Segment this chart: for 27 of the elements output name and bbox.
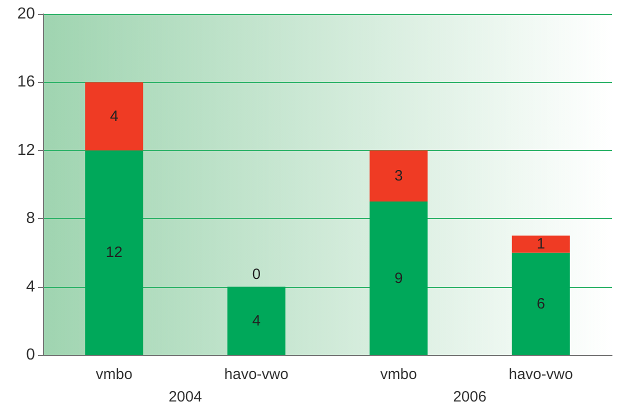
data-label: 3 bbox=[394, 167, 403, 184]
bar bbox=[85, 82, 144, 150]
data-label: 0 bbox=[252, 266, 261, 283]
y-tick-label: 20 bbox=[17, 6, 36, 22]
bar bbox=[85, 150, 144, 355]
y-tick-label: 0 bbox=[26, 346, 36, 364]
x-tick-label: vmbo bbox=[96, 366, 132, 383]
x-tick-label: havo-vwo bbox=[224, 366, 288, 383]
data-label: 4 bbox=[110, 108, 118, 125]
text: 2006 bbox=[453, 388, 486, 406]
data-label: 12 bbox=[106, 244, 122, 262]
bar bbox=[512, 236, 570, 253]
x-tick-label: havo-vwo bbox=[508, 366, 573, 383]
data-label: 9 bbox=[394, 270, 403, 287]
data-label: 6 bbox=[536, 295, 546, 312]
bar bbox=[512, 252, 570, 355]
text: 2004 bbox=[168, 388, 202, 406]
y-tick-label: 16 bbox=[17, 74, 36, 91]
data-label: 4 bbox=[252, 312, 261, 330]
bar bbox=[370, 202, 428, 355]
data-label: 1 bbox=[536, 236, 546, 253]
bar bbox=[370, 150, 428, 202]
y-tick-label: 12 bbox=[17, 142, 36, 159]
bar bbox=[227, 286, 286, 355]
y-tick-label: 8 bbox=[26, 210, 36, 228]
y-tick-label: 4 bbox=[26, 278, 36, 296]
x-tick-label: vmbo bbox=[380, 366, 417, 383]
